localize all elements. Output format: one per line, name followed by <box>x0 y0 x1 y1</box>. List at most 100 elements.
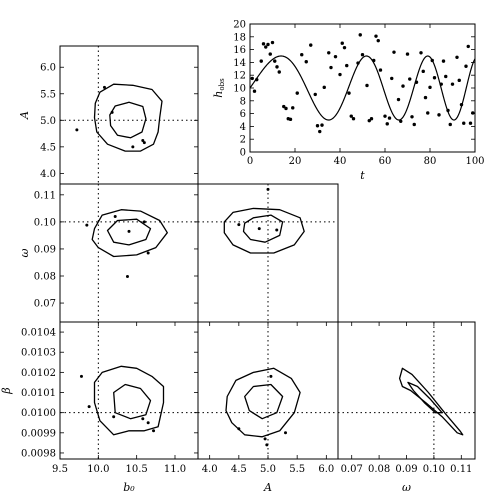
observation-point <box>261 42 266 46</box>
x-tick-label: 100 <box>465 156 484 167</box>
observation-point <box>392 50 396 54</box>
contour-level-2 <box>407 381 443 414</box>
sample-point <box>102 85 106 89</box>
y-tick-label: 6 <box>240 109 246 120</box>
observation-point <box>313 92 317 97</box>
contour-level-2 <box>106 218 152 246</box>
observation-point <box>347 91 351 95</box>
observation-point <box>318 129 322 134</box>
observation-point <box>428 85 432 90</box>
observation-point <box>399 119 403 123</box>
observation-point <box>450 82 455 86</box>
observation-point <box>327 51 331 55</box>
observation-point <box>378 68 383 72</box>
x-tick-label: 20 <box>289 156 302 167</box>
observation-point <box>322 85 326 90</box>
y-tick-label: 0.0101 <box>21 388 56 399</box>
observation-point <box>432 76 437 80</box>
x-tick-label: 80 <box>424 156 437 167</box>
x-tick-label: 0.08 <box>368 464 390 475</box>
sample-point <box>112 415 116 419</box>
y-tick-label: 0.08 <box>34 272 56 283</box>
observation-point <box>468 121 473 125</box>
sample-point <box>125 275 129 279</box>
sample-point <box>141 138 145 142</box>
x-tick-label: 5.5 <box>289 464 305 475</box>
panel-A-beta: 4.0 4.5 5.0 5.5 6.0 A <box>197 321 339 494</box>
y-tick-label: 0.0102 <box>21 368 56 379</box>
x-tick-label: 0.07 <box>341 464 363 475</box>
observation-point <box>342 45 347 50</box>
observation-point <box>457 78 461 83</box>
observation-point <box>471 111 475 115</box>
panel-omega-beta: 0.07 0.08 0.09 0.10 0.11 ω <box>337 321 476 494</box>
observation-point <box>315 124 320 128</box>
axes-frame <box>337 321 476 460</box>
y-tick-label: 6.0 <box>40 63 56 74</box>
sample-point <box>87 405 91 409</box>
x-tick-label: 9.5 <box>52 464 68 475</box>
y-tick-label: 0.0099 <box>21 428 56 439</box>
observation-point <box>291 106 295 110</box>
sample-point <box>237 427 241 431</box>
observation-point <box>462 121 466 125</box>
observation-point <box>412 122 416 127</box>
panel-b0-omega: 0.07 0.08 0.09 0.10 0.11 ω <box>18 183 199 323</box>
observation-point <box>268 52 272 56</box>
sample-point <box>110 110 114 114</box>
observation-point <box>309 43 313 47</box>
observation-point <box>419 51 423 55</box>
observation-point <box>338 72 342 77</box>
y-tick-label: 0.0104 <box>21 328 56 339</box>
y-tick-label: 4.0 <box>40 169 56 180</box>
x-axis-label: A <box>263 481 272 494</box>
axes-frame <box>59 183 199 323</box>
observation-point <box>421 69 425 74</box>
contour-level-2 <box>109 101 147 139</box>
observation-point <box>464 64 468 68</box>
observation-point <box>333 54 338 59</box>
y-tick-label: 0.0100 <box>21 408 56 419</box>
y-tick-label: 5.5 <box>40 89 56 100</box>
observation-point <box>385 122 389 126</box>
contour-level-1 <box>91 209 168 258</box>
observation-point <box>329 65 333 70</box>
sample-point <box>141 417 145 421</box>
observation-point <box>441 59 446 63</box>
sample-point <box>131 145 135 149</box>
sample-point <box>142 220 146 224</box>
model-curve <box>249 55 476 121</box>
x-axis-label: t <box>360 169 365 182</box>
observation-point <box>259 59 263 63</box>
observation-point <box>423 95 428 100</box>
x-tick-label: 10.5 <box>126 464 148 475</box>
observation-point <box>367 118 371 123</box>
x-axis-label: b₀ <box>123 481 135 494</box>
y-tick-label: 0.10 <box>34 217 56 228</box>
observation-point <box>410 115 414 119</box>
x-tick-label: 60 <box>379 156 392 167</box>
observation-point <box>345 63 349 68</box>
x-tick-label: 4.5 <box>231 464 247 475</box>
contour-level-2 <box>242 214 284 243</box>
y-axis-label: ω <box>18 248 31 257</box>
x-tick-label: 4.0 <box>202 464 218 475</box>
sample-point <box>146 251 150 255</box>
y-tick-label: 2 <box>240 135 246 146</box>
observation-point <box>405 52 410 56</box>
observation-point <box>351 117 356 121</box>
observation-point <box>376 38 380 43</box>
sample-point <box>85 223 89 227</box>
y-tick-label: 4.5 <box>40 142 56 153</box>
y-axis-label: β <box>0 387 13 394</box>
contour-level-1 <box>225 367 301 438</box>
observation-point <box>270 40 275 45</box>
observation-point <box>266 42 270 47</box>
contour-level-1 <box>93 365 165 436</box>
contour-level-1 <box>93 83 163 152</box>
observation-point <box>277 70 281 74</box>
y-tick-label: 10 <box>233 84 246 95</box>
observation-point <box>300 53 304 57</box>
panel-b0-A: 4.0 4.5 5.0 5.5 6.0 A <box>18 45 199 185</box>
